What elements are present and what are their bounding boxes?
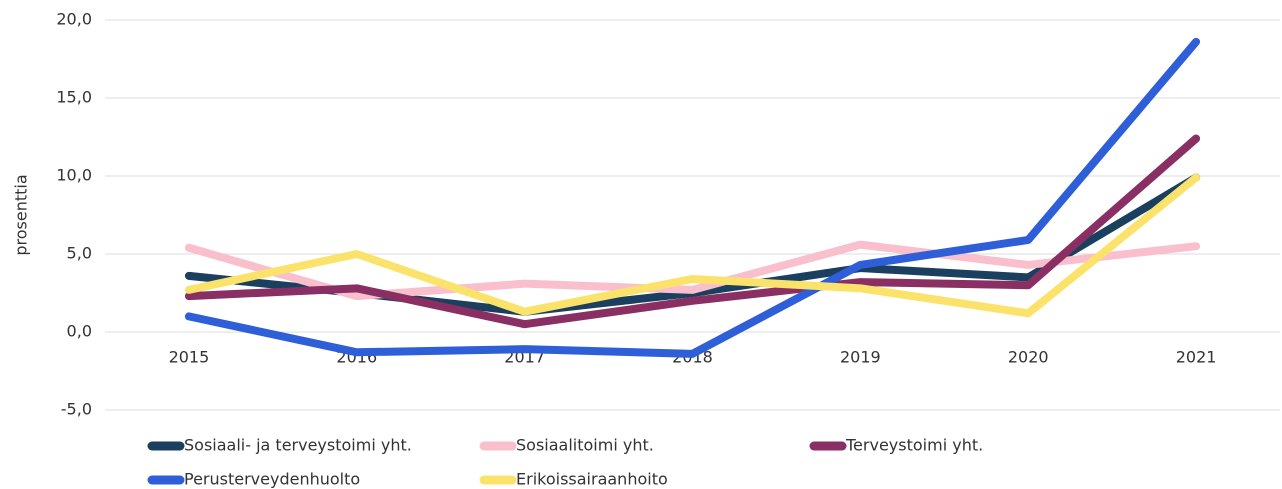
legend-label: Terveystoimi yht. [845,436,983,455]
y-tick-label: 5,0 [67,244,92,263]
x-tick-label: 2020 [1008,348,1049,367]
y-tick-label: 15,0 [56,88,92,107]
series-line [184,240,1201,301]
series-line [184,173,1201,318]
x-tick-label: 2021 [1176,348,1217,367]
legend-label: Erikoissairaanhoito [516,470,668,489]
y-tick-label: 10,0 [56,166,92,185]
legend-label: Sosiaali- ja terveystoimi yht. [184,436,412,455]
series-line [184,37,1201,358]
series-line [184,134,1201,329]
y-tick-label: 20,0 [56,10,92,29]
legend-label: Perusterveydenhuolto [184,470,360,489]
y-tick-label: -5,0 [61,400,92,419]
x-tick-label: 2015 [169,348,210,367]
y-tick-label: 0,0 [67,322,92,341]
x-tick-label: 2019 [840,348,881,367]
legend-label: Sosiaalitoimi yht. [516,436,654,455]
y-axis-label: prosenttia [12,174,31,255]
